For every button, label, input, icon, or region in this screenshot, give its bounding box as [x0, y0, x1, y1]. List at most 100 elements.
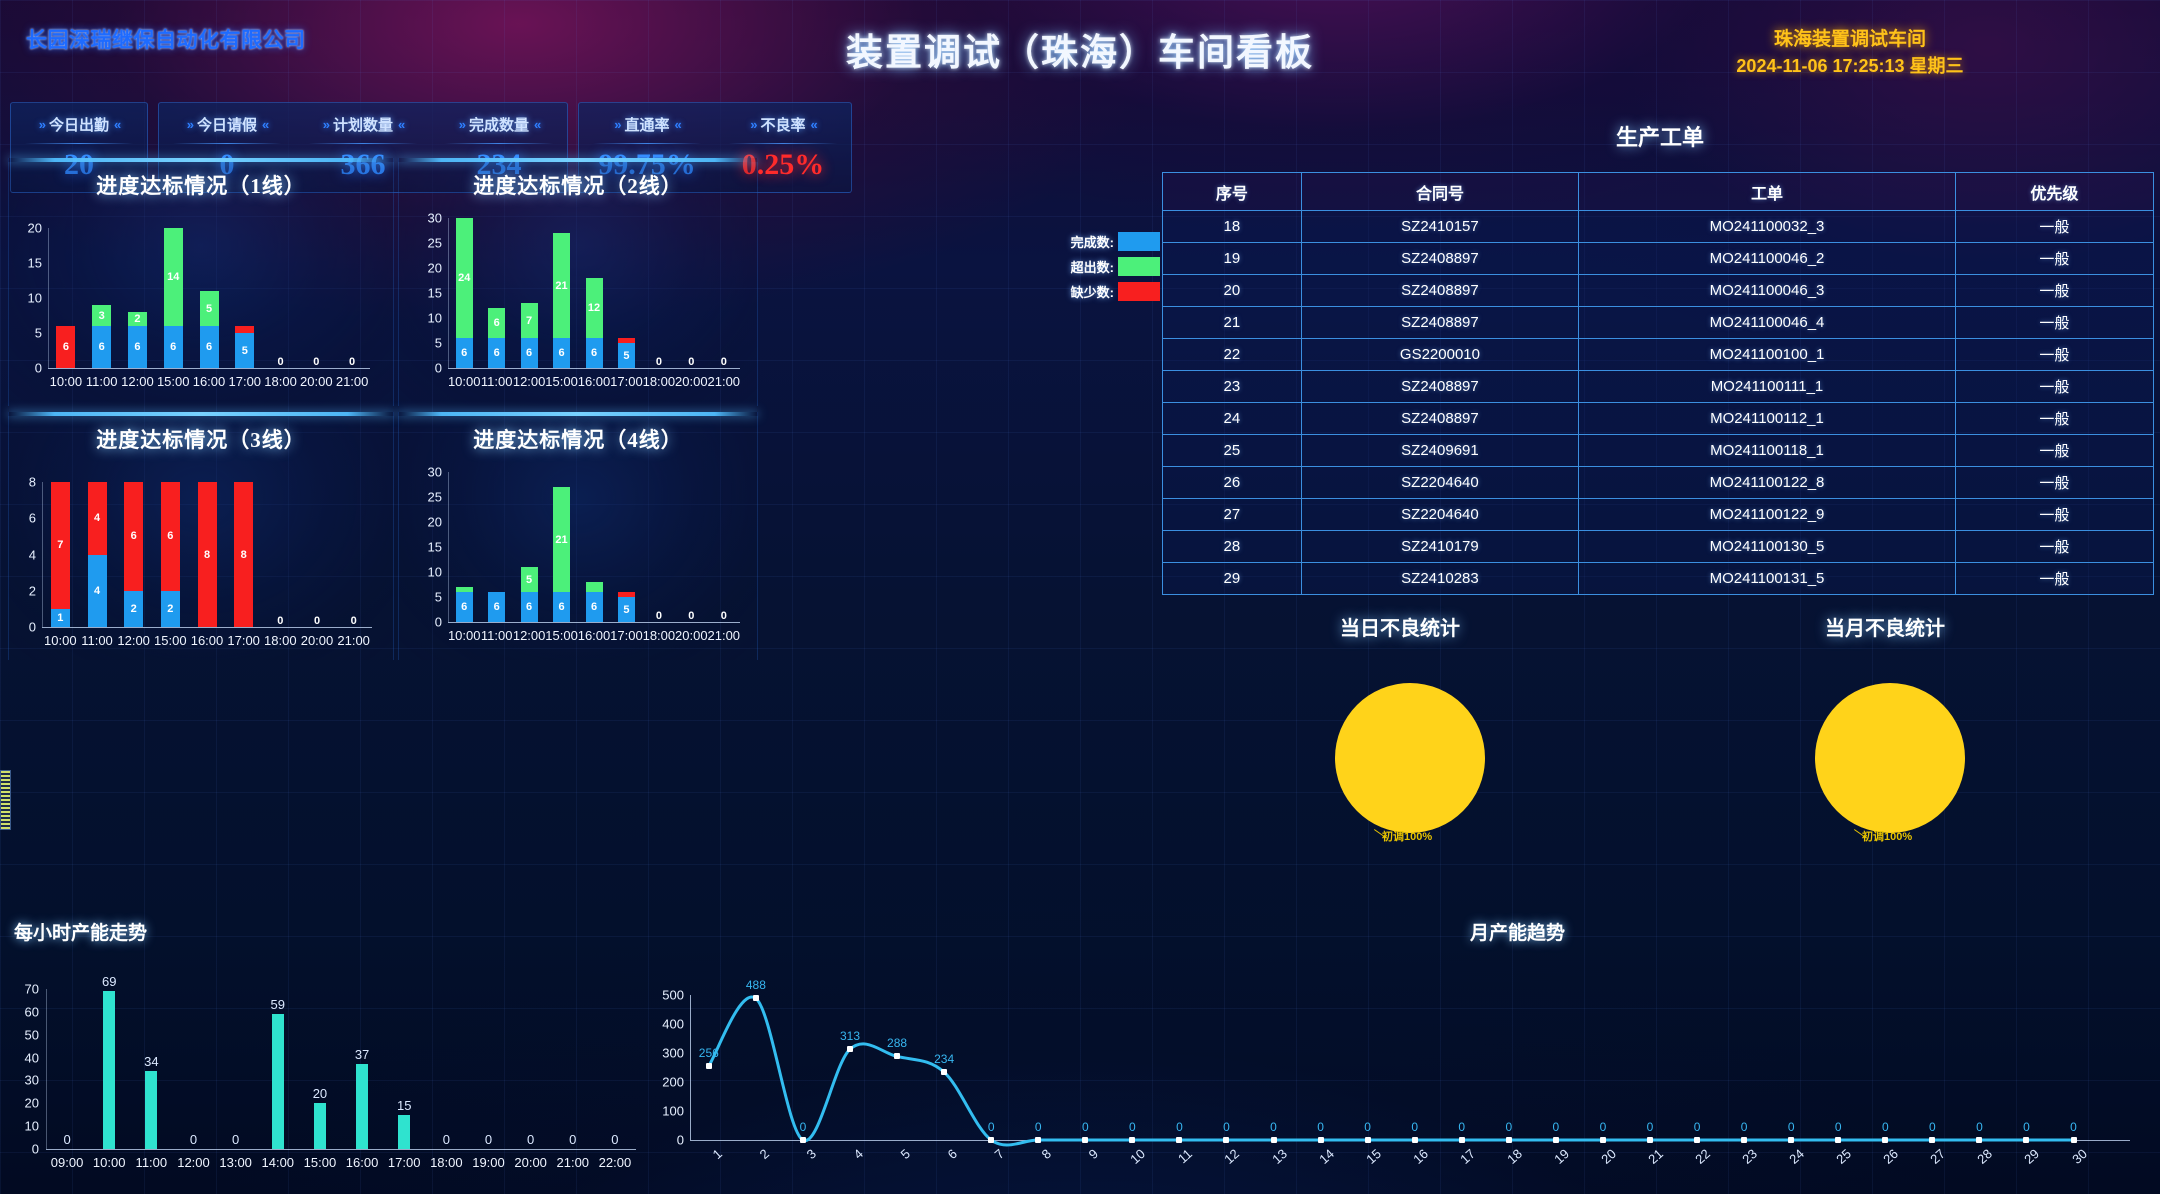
stacked-bar: 6 — [56, 326, 76, 368]
data-point-value: 0 — [1270, 1120, 1277, 1134]
data-point-value: 0 — [1646, 1120, 1654, 1134]
work-orders-table[interactable]: 序号 合同号 工单 优先级 18 SZ2410157 MO241100032_3 一般 19 SZ… — [1162, 172, 2155, 595]
bar-zero-label: 0 — [655, 610, 662, 622]
scroll-handle[interactable] — [0, 770, 11, 830]
data-point — [1741, 1137, 1748, 1143]
data-point — [705, 1062, 712, 1069]
x-axis-tick: 18 — [1504, 1146, 1525, 1167]
data-point-value: 0 — [1317, 1120, 1324, 1134]
defect-pie-chart-2[interactable] — [1815, 683, 1965, 833]
bar-segment: 6 — [520, 592, 538, 622]
x-axis-tick: 21:00 — [707, 374, 741, 389]
bar-segment: 6 — [585, 338, 603, 368]
table-row[interactable]: 22 GS2200010 MO241100100_1 一般 — [1162, 338, 2155, 371]
stacked-bar: 6 12 — [585, 278, 603, 368]
kpi-label: 直通率 — [624, 116, 670, 134]
bar-segment-value: 6 — [461, 601, 468, 613]
table-cell: MO241100112_1 — [1578, 402, 1956, 435]
y-axis-tick: 10 — [24, 1118, 39, 1134]
legend-item-2: 超出数: — [1060, 257, 1160, 276]
bar-zero-label: 0 — [720, 610, 727, 622]
kpi-value: 0 — [159, 148, 295, 182]
panel-top-accent — [398, 158, 758, 162]
bar-segment-value: 2 — [167, 602, 174, 615]
bar-segment: 8 — [197, 482, 217, 627]
x-axis-tick: 17:00 — [610, 374, 643, 389]
x-axis-tick: 17 — [1456, 1146, 1478, 1167]
table-cell: MO241100100_1 — [1578, 338, 1956, 371]
x-axis-tick: 20:00 — [300, 374, 333, 389]
y-axis-tick: 15 — [27, 255, 42, 271]
bar-segment-value: 5 — [526, 573, 533, 586]
stacked-bar: 6 14 — [163, 228, 183, 368]
x-axis-tick: 16 — [1409, 1146, 1431, 1167]
bar-zero-label: 0 — [277, 615, 284, 627]
table-row[interactable]: 29 SZ2410283 MO241100131_5 一般 — [1162, 562, 2155, 595]
x-axis-tick: 22:00 — [598, 1155, 632, 1170]
data-point-value: 0 — [1223, 1120, 1230, 1134]
data-point — [799, 1137, 806, 1143]
data-point-value: 0 — [1034, 1120, 1042, 1134]
bar-segment-value: 6 — [461, 347, 468, 359]
bar-segment-value: 21 — [555, 279, 568, 292]
table-row[interactable]: 19 SZ2408897 MO241100046_2 一般 — [1162, 242, 2155, 275]
capacity-bar-value: 59 — [270, 997, 286, 1013]
bar-segment: 5 — [617, 343, 635, 368]
table-cell: 一般 — [1954, 530, 2155, 563]
bar-segment: 6 — [127, 326, 147, 368]
bar-segment-value: 24 — [458, 272, 471, 284]
x-axis-tick: 20:00 — [675, 374, 708, 389]
table-cell: 28 — [1162, 530, 1302, 563]
table-cell: 22 — [1162, 338, 1302, 371]
bar-segment: 6 — [92, 326, 112, 368]
table-cell: MO241100046_2 — [1578, 242, 1956, 275]
bar-segment: 24 — [455, 218, 473, 338]
table-row[interactable]: 18 SZ2410157 MO241100032_3 一般 — [1162, 210, 2155, 243]
bar-zero-label: 0 — [313, 356, 320, 368]
y-axis-tick: 5 — [434, 589, 442, 605]
y-axis-tick: 100 — [662, 1103, 684, 1119]
kpi-2: »今日请假 « 0 — [159, 103, 295, 192]
y-axis-tick: 25 — [427, 235, 442, 251]
y-axis-tick: 400 — [662, 1016, 684, 1032]
chevron-left-icon: « — [674, 116, 682, 132]
y-axis-tick: 20 — [27, 220, 42, 236]
y-axis-tick: 2 — [28, 583, 36, 599]
kpi-divider — [593, 143, 701, 144]
x-axis-tick: 14 — [1315, 1146, 1337, 1167]
x-axis-line — [46, 1149, 636, 1150]
bar-segment-value: 6 — [526, 347, 533, 359]
table-row[interactable]: 20 SZ2408897 MO241100046_3 一般 — [1162, 274, 2155, 307]
kpi-label: 计划数量 — [332, 116, 393, 134]
table-row[interactable]: 27 SZ2204640 MO241100122_9 一般 — [1162, 498, 2155, 531]
x-axis-tick: 13:00 — [219, 1155, 252, 1170]
y-axis-tick: 10 — [27, 290, 42, 306]
table-row[interactable]: 25 SZ2409691 MO241100118_1 一般 — [1162, 434, 2155, 467]
stacked-bar: 5 — [617, 338, 635, 368]
panel-progress-line1: 进度达标情况（1线） 0 5 10 15 20 10:00 6 11:00 6 3 12:00 6 2 15… — [8, 158, 394, 406]
capacity-bar — [356, 1064, 369, 1149]
legend-item-1: 完成数: — [1060, 232, 1160, 251]
bar-segment-value: 6 — [590, 347, 598, 359]
chevron-right-icon: » — [458, 116, 466, 132]
data-point — [941, 1069, 948, 1076]
x-axis-tick: 15:00 — [303, 1155, 337, 1170]
data-point-value: 0 — [1364, 1120, 1371, 1134]
capacity-bar-value: 0 — [484, 1132, 493, 1147]
x-axis-tick: 15:00 — [545, 374, 578, 389]
table-row[interactable]: 28 SZ2410179 MO241100130_5 一般 — [1162, 530, 2155, 563]
table-row[interactable]: 21 SZ2408897 MO241100046_4 一般 — [1162, 306, 2155, 339]
bar-segment-value: 8 — [203, 548, 211, 561]
kpi-group-1: »今日出勤 « 20 — [10, 102, 148, 193]
table-cell: SZ2408897 — [1300, 402, 1580, 435]
defect-pie-chart-1[interactable] — [1335, 683, 1485, 833]
capacity-bar — [103, 991, 116, 1149]
x-axis-tick: 15:00 — [156, 374, 190, 389]
x-axis-tick: 18:00 — [264, 374, 297, 389]
bar-segment-value: 5 — [623, 349, 630, 362]
table-row[interactable]: 26 SZ2204640 MO241100122_8 一般 — [1162, 466, 2155, 499]
table-row[interactable]: 24 SZ2408897 MO241100112_1 一般 — [1162, 402, 2155, 435]
